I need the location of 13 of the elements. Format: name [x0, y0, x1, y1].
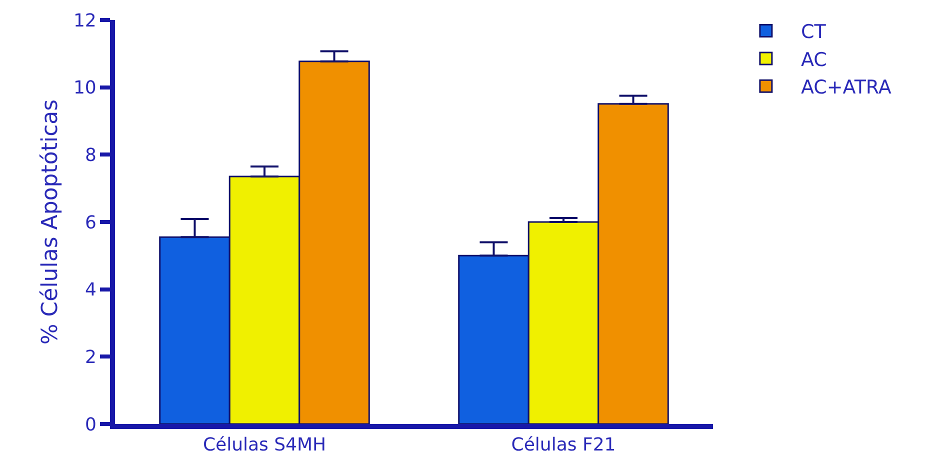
y-tick-label: 4	[84, 280, 96, 301]
legend-label: AC+ATRA	[800, 76, 892, 99]
y-tick-label: 2	[84, 346, 96, 368]
x-tick-label: Células F21	[511, 434, 616, 456]
y-tick-label: 10	[73, 78, 96, 99]
legend-label: CT	[800, 21, 826, 44]
legend-label: AC	[800, 48, 827, 71]
y-tick-label: 6	[84, 212, 96, 234]
y-axis-title: % Células Apoptóticas	[38, 99, 63, 345]
x-tick-label: Células S4MH	[202, 434, 326, 456]
y-tick-label: 8	[84, 144, 96, 166]
y-tick-label: 0	[84, 414, 96, 436]
y-tick-label: 12	[73, 10, 96, 32]
